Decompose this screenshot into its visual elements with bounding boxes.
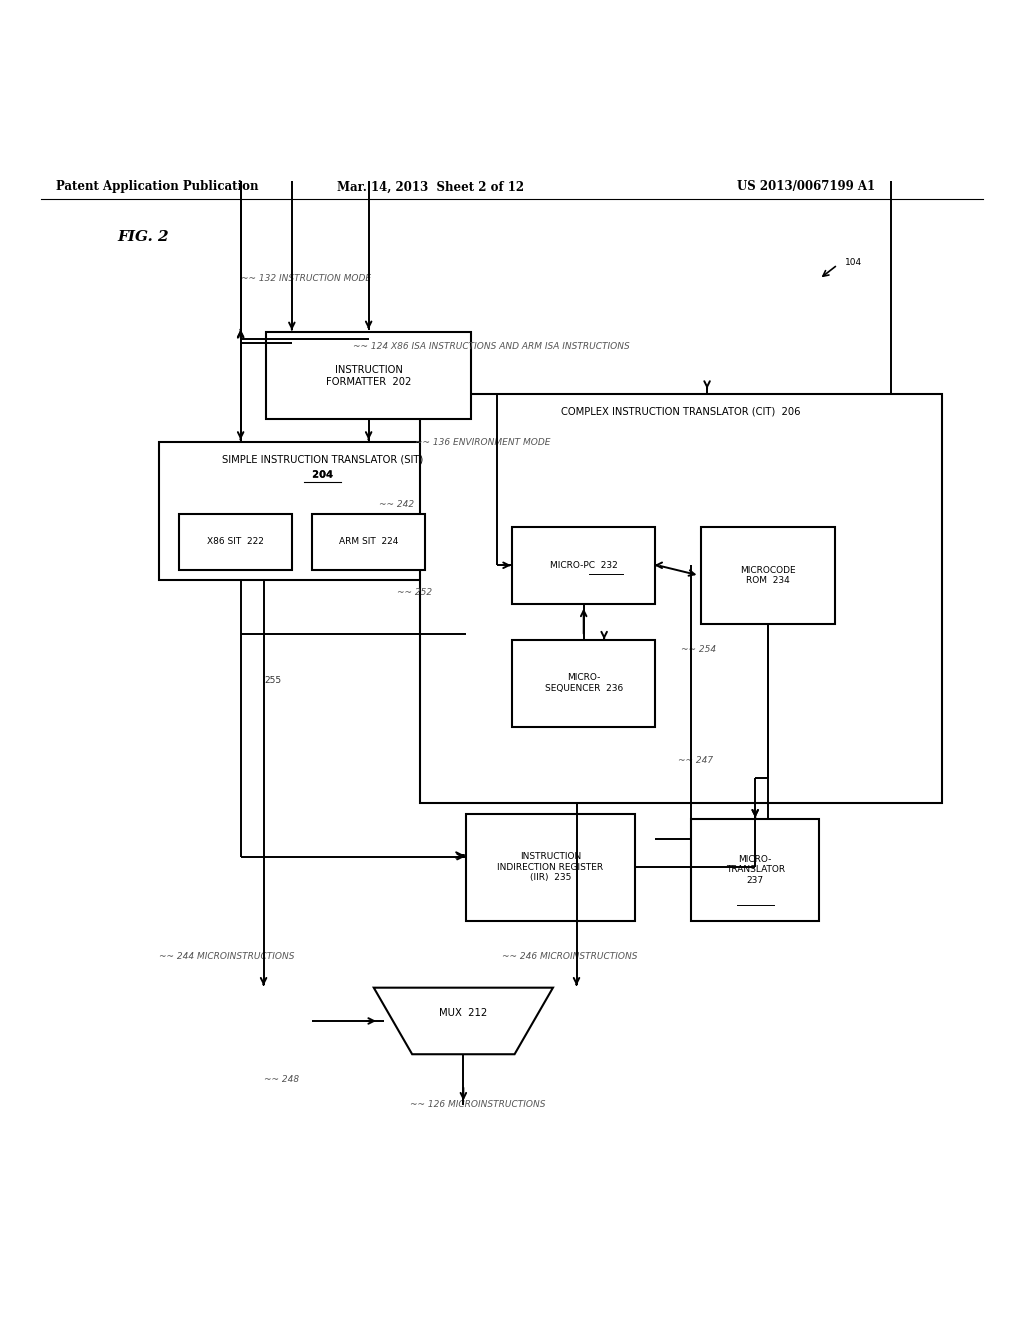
FancyBboxPatch shape [420,393,942,804]
Text: COMPLEX INSTRUCTION TRANSLATOR (CIT)  206: COMPLEX INSTRUCTION TRANSLATOR (CIT) 206 [561,407,801,416]
FancyBboxPatch shape [466,813,635,921]
Text: MICROCODE
ROM  234: MICROCODE ROM 234 [740,566,796,585]
Text: 104: 104 [845,259,862,267]
FancyBboxPatch shape [512,527,655,603]
Text: X86 SIT  222: X86 SIT 222 [207,537,264,546]
Polygon shape [374,987,553,1055]
Text: ~~ 248: ~~ 248 [264,1076,299,1084]
FancyBboxPatch shape [266,333,471,420]
Text: Mar. 14, 2013  Sheet 2 of 12: Mar. 14, 2013 Sheet 2 of 12 [337,181,523,194]
Text: ~~ 246 MICROINSTRUCTIONS: ~~ 246 MICROINSTRUCTIONS [502,953,637,961]
FancyBboxPatch shape [312,513,425,570]
Text: ~~ 242: ~~ 242 [379,500,414,508]
Text: Patent Application Publication: Patent Application Publication [56,181,259,194]
Text: MICRO-
TRANSLATOR
237: MICRO- TRANSLATOR 237 [726,855,784,884]
Text: US 2013/0067199 A1: US 2013/0067199 A1 [737,181,876,194]
FancyBboxPatch shape [701,527,835,624]
FancyBboxPatch shape [691,818,819,921]
Text: ~~ 136 ENVIRONMENT MODE: ~~ 136 ENVIRONMENT MODE [415,438,550,447]
Text: FIG. 2: FIG. 2 [118,230,169,244]
Text: 204: 204 [312,470,333,479]
Text: ARM SIT  224: ARM SIT 224 [339,537,398,546]
FancyBboxPatch shape [179,513,292,570]
Text: ~~ 126 MICROINSTRUCTIONS: ~~ 126 MICROINSTRUCTIONS [410,1100,545,1109]
Text: ~~ 254: ~~ 254 [681,645,716,655]
Text: ~~ 247: ~~ 247 [678,756,713,764]
Text: 255: 255 [264,676,282,685]
Text: SIMPLE INSTRUCTION TRANSLATOR (SIT): SIMPLE INSTRUCTION TRANSLATOR (SIT) [222,454,423,465]
Text: MICRO-PC  232: MICRO-PC 232 [550,561,617,570]
Text: ~~ 124 X86 ISA INSTRUCTIONS AND ARM ISA INSTRUCTIONS: ~~ 124 X86 ISA INSTRUCTIONS AND ARM ISA … [353,342,630,351]
Text: ~~ 252: ~~ 252 [397,587,432,597]
Text: MICRO-
SEQUENCER  236: MICRO- SEQUENCER 236 [545,673,623,693]
Text: ~~ 244 MICROINSTRUCTIONS: ~~ 244 MICROINSTRUCTIONS [159,953,294,961]
Text: INSTRUCTION
FORMATTER  202: INSTRUCTION FORMATTER 202 [326,366,412,387]
Text: ~~ 132 INSTRUCTION MODE: ~~ 132 INSTRUCTION MODE [241,273,371,282]
Text: INSTRUCTION
INDIRECTION REGISTER
(IIR)  235: INSTRUCTION INDIRECTION REGISTER (IIR) 2… [498,853,603,882]
Text: MUX  212: MUX 212 [439,1008,487,1018]
FancyBboxPatch shape [512,639,655,726]
FancyBboxPatch shape [159,442,486,579]
